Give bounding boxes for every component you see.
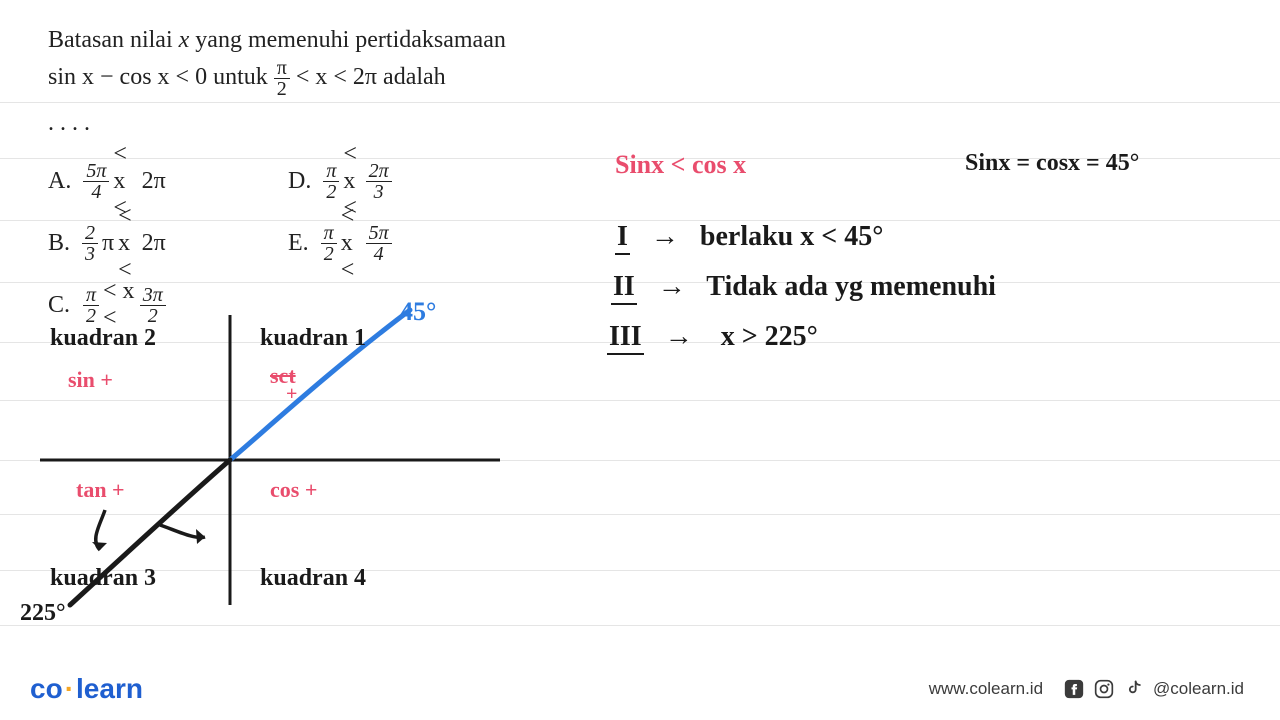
label-q3-sign: tan + [76,477,125,503]
question-block: Batasan nilai x yang memenuhi pertidaksa… [48,22,568,141]
brand-co: co [30,673,63,704]
facebook-icon [1063,678,1085,700]
note-row-2-text: Tidak ada yg memenuhi [706,271,996,302]
label-q4-sign: cos + [270,477,317,503]
label-quadrant-3: kuadran 3 [50,565,156,592]
note-row-3: III → x > 225° [607,320,818,355]
q2-lhs: sin x − cos x < 0 untuk [48,64,274,90]
q2-frac-num: π [274,58,290,79]
q1-var: x [179,27,190,53]
quadrant-diagram: kuadran 2 sin + kuadran 1 sct + 45° tan … [30,315,510,625]
q2-frac-den: 2 [274,79,290,99]
roman-3: III [607,321,644,355]
question-line-2: sin x − cos x < 0 untuk π 2 < x < 2π ada… [48,58,568,99]
option-e-letter: E. [288,230,309,257]
arrow-icon: → [651,220,679,251]
label-quadrant-4: kuadran 4 [260,565,366,592]
option-b: B. 23π < x < 2π [48,212,166,274]
q2-mid: < x < 2π adalah [296,64,446,90]
footer-right: www.colearn.id @colearn.id [929,678,1244,700]
brand-dot: · [65,673,74,704]
brand-logo: co·learn [30,673,143,705]
q1-prefix: Batasan nilai [48,27,179,53]
note-row-2: II → Tidak ada yg memenuhi [611,270,996,305]
note-row-3-text: x > 225° [721,321,818,352]
question-line-1: Batasan nilai x yang memenuhi pertidaksa… [48,22,568,58]
tiktok-icon [1123,678,1145,700]
q2-frac: π 2 [274,58,290,99]
label-225deg: 225° [20,600,66,627]
social-icons: @colearn.id [1063,678,1244,700]
footer-url: www.colearn.id [929,679,1043,699]
roman-1: I [615,221,630,255]
arrow-icon: → [665,320,693,351]
note-sinx-lt-cosx: Sinx < cos x [615,150,746,180]
question-dots: . . . . [48,105,568,141]
q1-suffix: yang memenuhi pertidaksamaan [189,27,506,53]
footer: co·learn www.colearn.id @colearn.id [0,666,1280,720]
label-quadrant-2: kuadran 2 [50,325,156,352]
label-q2-sign: sin + [68,367,113,393]
footer-handle: @colearn.id [1153,679,1244,699]
option-b-letter: B. [48,230,70,257]
option-d-letter: D. [288,168,311,195]
label-q1-plus: + [286,383,297,406]
note-row-1-text: berlaku x < 45° [700,221,884,252]
label-45deg: 45° [400,297,436,327]
arrow-icon: → [658,270,686,301]
note-row-1: I → berlaku x < 45° [615,220,883,255]
label-quadrant-1: kuadran 1 [260,325,366,352]
roman-2: II [611,271,637,305]
option-e: E. π2 < x < 5π4 [288,212,392,274]
note-sinx-eq-cosx: Sinx = cosx = 45° [965,150,1139,177]
instagram-icon [1093,678,1115,700]
brand-learn: learn [76,673,143,704]
option-a-letter: A. [48,168,71,195]
